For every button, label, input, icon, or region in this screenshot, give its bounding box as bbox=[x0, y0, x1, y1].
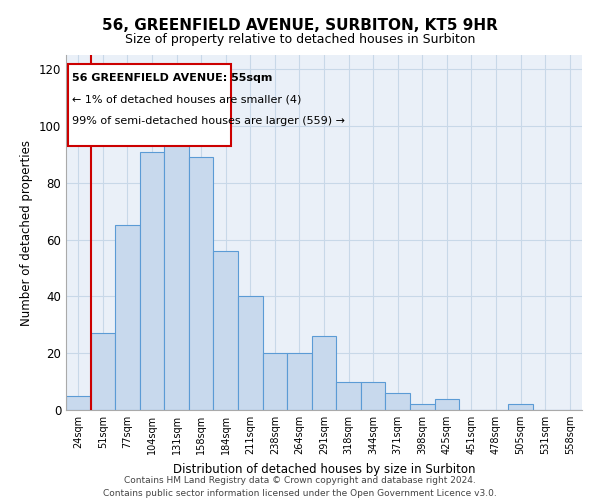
FancyBboxPatch shape bbox=[68, 64, 230, 146]
Text: ← 1% of detached houses are smaller (4): ← 1% of detached houses are smaller (4) bbox=[72, 95, 302, 105]
Bar bbox=[361, 382, 385, 410]
Bar bbox=[508, 404, 533, 410]
Bar bbox=[312, 336, 336, 410]
Text: Size of property relative to detached houses in Surbiton: Size of property relative to detached ho… bbox=[125, 32, 475, 46]
Y-axis label: Number of detached properties: Number of detached properties bbox=[20, 140, 33, 326]
Bar bbox=[189, 157, 214, 410]
Text: 56 GREENFIELD AVENUE: 55sqm: 56 GREENFIELD AVENUE: 55sqm bbox=[72, 74, 272, 84]
Text: 99% of semi-detached houses are larger (559) →: 99% of semi-detached houses are larger (… bbox=[72, 116, 345, 126]
Bar bbox=[410, 404, 434, 410]
Text: 56, GREENFIELD AVENUE, SURBITON, KT5 9HR: 56, GREENFIELD AVENUE, SURBITON, KT5 9HR bbox=[102, 18, 498, 32]
X-axis label: Distribution of detached houses by size in Surbiton: Distribution of detached houses by size … bbox=[173, 462, 475, 475]
Bar bbox=[336, 382, 361, 410]
Bar bbox=[91, 334, 115, 410]
Bar bbox=[66, 396, 91, 410]
Text: Contains HM Land Registry data © Crown copyright and database right 2024.
Contai: Contains HM Land Registry data © Crown c… bbox=[103, 476, 497, 498]
Bar bbox=[115, 226, 140, 410]
Bar bbox=[164, 138, 189, 410]
Bar bbox=[385, 393, 410, 410]
Bar bbox=[287, 353, 312, 410]
Bar bbox=[434, 398, 459, 410]
Bar bbox=[140, 152, 164, 410]
Bar bbox=[214, 251, 238, 410]
Bar bbox=[263, 353, 287, 410]
Bar bbox=[238, 296, 263, 410]
